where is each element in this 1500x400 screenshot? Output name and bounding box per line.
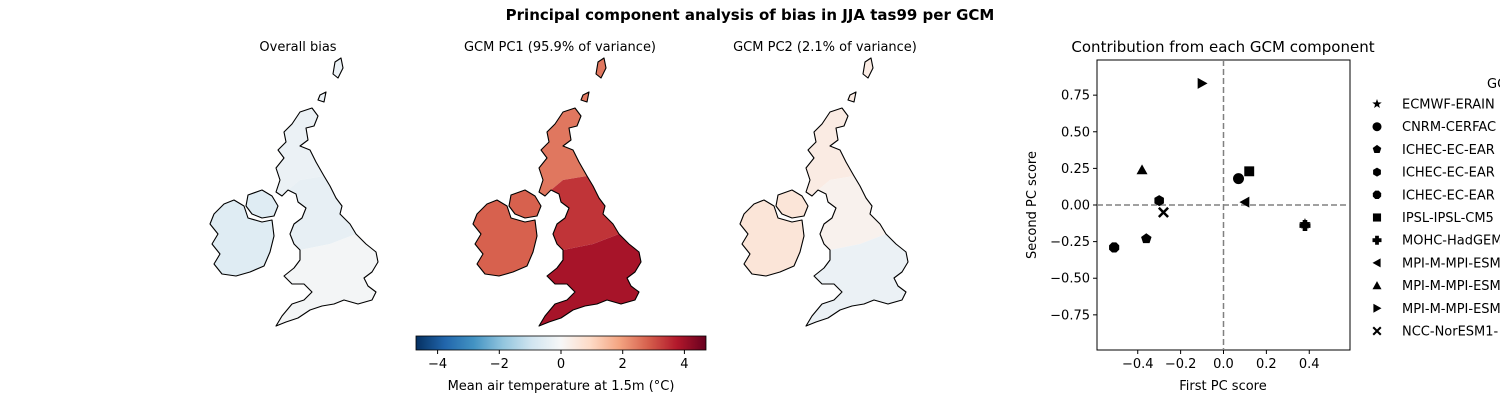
legend-marker-pentagon xyxy=(1372,144,1382,154)
region-central xyxy=(288,176,356,250)
legend-label: ECMWF-ERAIN xyxy=(1402,98,1495,113)
x-axis-label: First PC score xyxy=(1179,379,1266,394)
colorbar-tick-label: −4 xyxy=(428,357,447,372)
legend-label: MPI-M-MPI-ESM xyxy=(1402,302,1500,317)
scatter-plot: Contribution from each GCM component −0.… xyxy=(1025,38,1375,394)
x-tick-label: −0.4 xyxy=(1122,357,1154,372)
scatter-point-circle xyxy=(1233,173,1245,185)
y-tick-label: 0.25 xyxy=(1061,162,1090,177)
scatter-title: Contribution from each GCM component xyxy=(1071,38,1374,56)
map-title-pc2: GCM PC2 (2.1% of variance) xyxy=(733,40,917,55)
scatter-point-x xyxy=(1157,206,1169,218)
region-ireland xyxy=(210,190,278,276)
x-tick-label: 0.2 xyxy=(1256,357,1277,372)
legend-marker-hexagon xyxy=(1373,167,1381,177)
y-tick-label: −0.25 xyxy=(1050,235,1090,250)
scatter-point-square xyxy=(1244,166,1255,177)
region-south xyxy=(806,234,908,326)
legend-marker-triangle-up xyxy=(1372,281,1382,290)
y-tick-label: 0.00 xyxy=(1061,199,1090,214)
legend-label: MOHC-HadGEM xyxy=(1402,234,1500,249)
map-overall-bias xyxy=(209,57,379,327)
y-tick-label: 0.75 xyxy=(1061,89,1090,104)
y-tick-label: 0.50 xyxy=(1061,125,1090,140)
legend-marker-star xyxy=(1372,99,1382,108)
legend-marker-plus xyxy=(1372,235,1382,245)
map-title-pc1: GCM PC1 (95.9% of variance) xyxy=(463,40,657,55)
region-south xyxy=(276,234,378,326)
x-tick-label: 0.0 xyxy=(1213,357,1234,372)
scatter-point-triangle-right xyxy=(1197,77,1208,89)
colorbar-tick-label: 2 xyxy=(619,357,627,372)
region-central xyxy=(551,176,619,250)
colorbar-tick-label: −2 xyxy=(490,357,509,372)
colorbar: −4 −2 0 2 4 Mean air temperature at 1.5m (°C… xyxy=(415,335,707,394)
y-axis-label: Second PC score xyxy=(1025,151,1040,259)
scatter-point-octagon xyxy=(1109,242,1120,253)
map-title-overall: Overall bias xyxy=(259,40,337,55)
scatter-point-triangle-up xyxy=(1136,164,1148,175)
legend-label: MPI-M-MPI-ESM xyxy=(1402,256,1500,271)
scatter-point-plus xyxy=(1299,220,1311,232)
map-pc1 xyxy=(472,57,642,327)
legend-label: IPSL-IPSL-CM5 xyxy=(1402,211,1494,226)
region-south xyxy=(539,234,641,326)
colorbar-gradient xyxy=(415,335,707,351)
colorbar-tick-label: 4 xyxy=(680,357,688,372)
legend-label: ICHEC-EC-EAR xyxy=(1402,188,1495,203)
region-ireland xyxy=(740,190,808,276)
region-central xyxy=(818,176,886,250)
map-pc2 xyxy=(739,57,909,327)
legend-marker-triangle-left xyxy=(1372,258,1381,268)
legend-label: CNRM-CERFAC xyxy=(1402,120,1496,135)
scatter-point-triangle-left xyxy=(1239,196,1250,208)
region-ireland xyxy=(473,190,541,276)
x-tick-label: 0.4 xyxy=(1299,357,1320,372)
legend-marker-triangle-right xyxy=(1373,303,1382,313)
scatter-point-pentagon xyxy=(1141,233,1152,244)
legend-marker-square xyxy=(1372,213,1382,222)
legend-label: ICHEC-EC-EAR xyxy=(1402,166,1495,181)
legend-title: GC xyxy=(1487,77,1500,92)
legend: GC ECMWF-ERAIN CNRM-CERFAC ICHEC-EC-EAR ICH… xyxy=(1372,77,1500,340)
legend-label: MPI-M-MPI-ESM xyxy=(1402,279,1500,294)
figure-title: Principal component analysis of bias in … xyxy=(505,6,995,24)
legend-label: NCC-NorESM1- xyxy=(1402,325,1499,340)
legend-marker-octagon xyxy=(1372,190,1382,199)
legend-label: ICHEC-EC-EAR xyxy=(1402,143,1495,158)
legend-marker-x xyxy=(1372,326,1382,336)
scatter-point-hexagon xyxy=(1154,195,1164,207)
y-tick-label: −0.50 xyxy=(1050,272,1090,287)
colorbar-label: Mean air temperature at 1.5m (°C) xyxy=(448,379,675,394)
colorbar-tick-label: 0 xyxy=(557,357,565,372)
y-tick-label: −0.75 xyxy=(1050,308,1090,323)
x-tick-label: −0.2 xyxy=(1165,357,1197,372)
legend-marker-circle xyxy=(1372,122,1382,132)
